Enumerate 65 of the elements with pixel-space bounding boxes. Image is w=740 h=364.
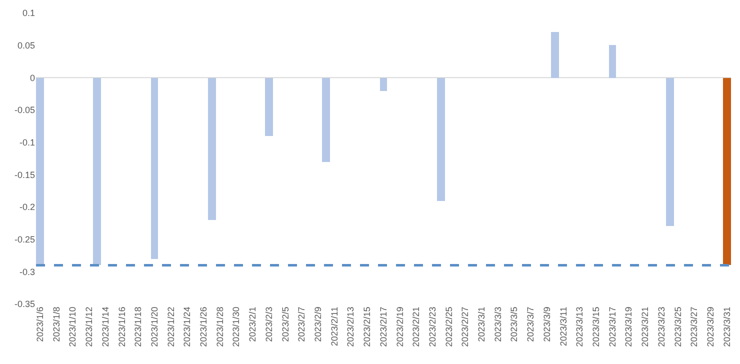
- x-tick-label: 2023/1/22: [166, 306, 176, 347]
- x-tick-label: 2023/2/21: [411, 306, 422, 347]
- x-tick-label: 2023/2/5: [280, 306, 290, 342]
- x-tick-label: 2023/3/13: [574, 306, 585, 347]
- x-tick-label: 2023/3/19: [624, 306, 634, 347]
- bar: [93, 78, 101, 265]
- x-tick-label: 2023/1/6: [35, 306, 46, 342]
- x-tick-label: 2023/2/9: [313, 306, 324, 342]
- bar: [380, 78, 387, 91]
- bar: [151, 78, 158, 259]
- x-tick-label: 2023/2/1: [248, 306, 258, 342]
- y-tick-label: -0.15: [14, 170, 35, 180]
- x-tick-label: 2023/3/5: [509, 306, 520, 342]
- x-tick-label: 2023/1/10: [68, 306, 78, 347]
- x-tick-label: 2023/3/15: [591, 306, 602, 347]
- y-tick-label: -0.25: [14, 234, 35, 244]
- x-tick-label: 2023/2/19: [394, 306, 405, 347]
- y-tick-label: -0.35: [14, 299, 35, 310]
- y-tick-label: -0.2: [19, 202, 35, 212]
- x-tick-label: 2023/1/28: [214, 306, 225, 347]
- x-tick-label: 2023/1/8: [51, 306, 62, 342]
- x-tick-label: 2023/1/12: [84, 306, 94, 347]
- x-tick-label: 2023/1/20: [149, 306, 160, 347]
- x-tick-label: 2023/3/9: [542, 306, 552, 342]
- y-tick-label: 0.05: [17, 40, 35, 50]
- x-tick-label: 2023/2/27: [460, 306, 470, 347]
- x-tick-label: 2023/3/17: [607, 306, 618, 347]
- bar: [723, 78, 731, 265]
- x-tick-label: 2023/1/16: [116, 306, 127, 347]
- x-tick-label: 2023/3/11: [558, 306, 568, 346]
- x-tick-label: 2023/2/17: [378, 306, 388, 347]
- x-tick-label: 2023/3/25: [672, 306, 683, 347]
- x-tick-label: 2023/2/7: [296, 306, 307, 342]
- y-tick-label: 0.1: [22, 8, 35, 18]
- bar: [265, 78, 273, 136]
- x-tick-label: 2023/1/18: [133, 306, 144, 347]
- x-tick-label: 2023/3/1: [476, 306, 487, 342]
- bar: [666, 78, 674, 226]
- x-tick-label: 2023/3/23: [656, 306, 666, 347]
- x-tick-label: 2023/3/27: [689, 306, 700, 347]
- bar: [36, 78, 44, 265]
- x-tick-label: 2023/1/14: [100, 306, 110, 347]
- y-tick-label: -0.05: [14, 105, 35, 116]
- x-tick-label: 2023/2/3: [264, 306, 274, 342]
- y-tick-label: -0.3: [19, 266, 35, 277]
- x-tick-label: 2023/2/15: [362, 306, 372, 347]
- y-tick-label: -0.1: [19, 137, 35, 148]
- x-tick-label: 2023/3/31: [722, 306, 732, 347]
- bar: [551, 32, 559, 78]
- x-tick-label: 2023/3/29: [705, 306, 716, 347]
- y-tick-label: 0: [30, 72, 35, 83]
- bar: [208, 78, 216, 220]
- x-tick-label: 2023/2/25: [444, 306, 454, 347]
- x-tick-label: 2023/1/30: [231, 306, 242, 347]
- x-tick-label: 2023/2/11: [329, 306, 340, 346]
- bar: [609, 45, 616, 78]
- x-tick-label: 2023/3/7: [526, 306, 536, 342]
- x-tick-label: 2023/1/24: [182, 306, 192, 347]
- bar: [322, 78, 330, 162]
- x-tick-label: 2023/2/23: [427, 306, 438, 347]
- x-tick-label: 2023/1/26: [198, 306, 209, 347]
- bar: [437, 78, 445, 201]
- x-tick-label: 2023/2/13: [346, 306, 356, 347]
- x-tick-label: 2023/3/3: [492, 306, 503, 342]
- x-tick-label: 2023/3/21: [640, 306, 650, 347]
